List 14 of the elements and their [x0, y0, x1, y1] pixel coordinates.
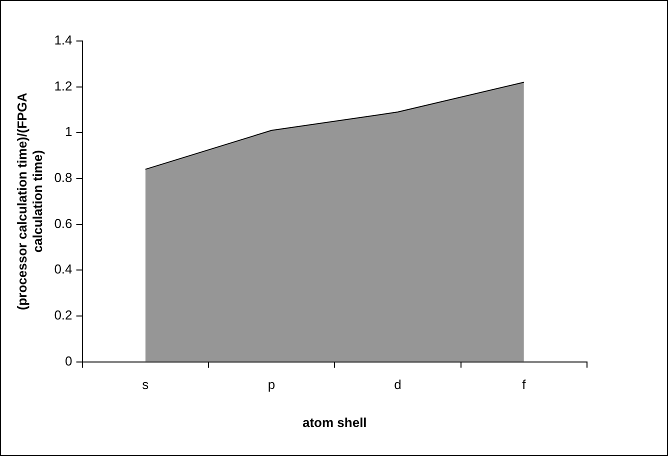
- y-tick-label: 0.2: [54, 308, 72, 323]
- y-tick-label: 0: [65, 353, 72, 368]
- x-axis-title: atom shell: [302, 414, 367, 430]
- y-tick-label: 0.4: [54, 262, 72, 277]
- y-tick-label: 1.4: [54, 32, 72, 48]
- y-tick-label: 0.6: [54, 216, 72, 231]
- y-tick-label: 0.8: [54, 170, 72, 186]
- x-tick-label: f: [522, 377, 526, 392]
- y-tick-label: 1: [65, 124, 72, 140]
- x-tick-label: s: [142, 377, 150, 392]
- y-axis-title: (processor calculation time)/(FPGA calculation time): [14, 92, 45, 310]
- x-tick-label: d: [394, 377, 402, 392]
- y-tick-label: 1.2: [54, 78, 72, 94]
- x-tick-label: p: [268, 377, 276, 392]
